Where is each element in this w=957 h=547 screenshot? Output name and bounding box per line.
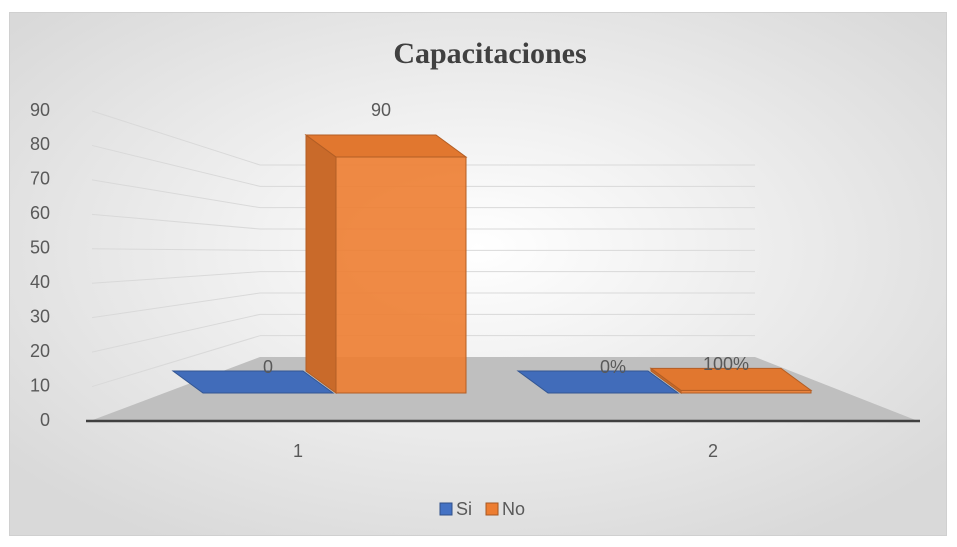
- chart-title: Capacitaciones: [393, 37, 586, 70]
- y-tick-label: 40: [30, 272, 50, 292]
- y-tick-label: 20: [30, 341, 50, 361]
- bar-front: [335, 156, 467, 394]
- y-tick-label: 30: [30, 306, 50, 326]
- grid-line: [91, 313, 261, 353]
- bar: [171, 370, 335, 394]
- grid-line: [91, 179, 261, 209]
- y-tick-label: 80: [30, 134, 50, 154]
- legend-swatch: [485, 502, 499, 516]
- y-tick-label: 50: [30, 238, 50, 258]
- grid-line: [91, 248, 261, 251]
- legend-label: No: [502, 499, 525, 519]
- data-label: 0: [263, 357, 273, 377]
- bar: [649, 367, 813, 394]
- bar-top: [649, 367, 813, 391]
- chart-background: [9, 12, 947, 536]
- x-tick-label: 1: [293, 441, 303, 461]
- bar-side: [305, 134, 337, 394]
- y-tick-label: 60: [30, 203, 50, 223]
- y-tick-label: 0: [40, 410, 50, 430]
- y-tick-label: 10: [30, 375, 50, 395]
- bar-top: [304, 134, 468, 158]
- data-label: 0%: [600, 357, 626, 377]
- grid-line: [91, 144, 261, 187]
- y-tick-label: 70: [30, 169, 50, 189]
- data-label: 90: [371, 100, 391, 120]
- x-tick-label: 2: [708, 441, 718, 461]
- grid-line: [91, 292, 261, 319]
- bar: [304, 134, 468, 394]
- data-label: 100%: [703, 354, 749, 374]
- bar-top: [516, 370, 680, 394]
- grid-line: [91, 271, 261, 284]
- legend-label: Si: [456, 499, 472, 519]
- bar: [516, 370, 680, 394]
- grid-line: [91, 335, 261, 388]
- legend-swatch: [439, 502, 453, 516]
- grid-line: [91, 213, 261, 230]
- y-tick-label: 90: [30, 100, 50, 120]
- bar-top: [171, 370, 335, 394]
- grid-line: [91, 110, 261, 166]
